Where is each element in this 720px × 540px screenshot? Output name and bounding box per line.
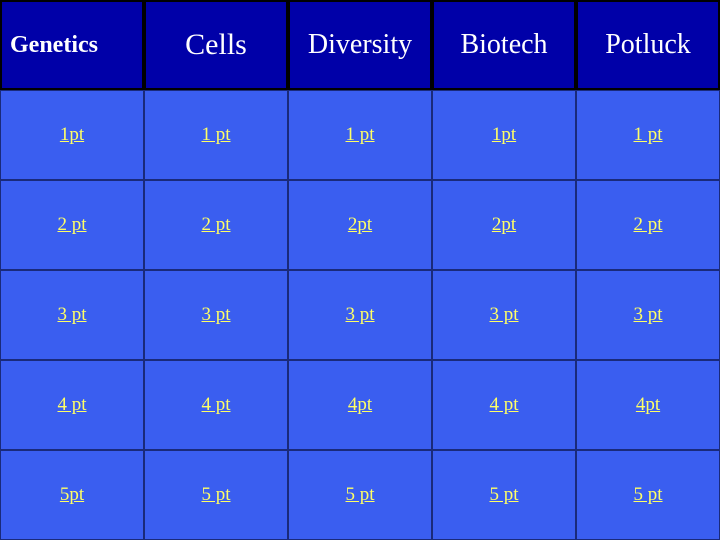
point-link[interactable]: 2 pt [57,214,87,235]
point-link[interactable]: 1pt [59,124,85,145]
category-label: Potluck [605,29,691,60]
category-diversity: Diversity [288,0,432,90]
category-biotech: Biotech [432,0,576,90]
cell-genetics-4: 4 pt [0,360,144,450]
point-link[interactable]: 1 pt [201,124,231,145]
cell-genetics-5: 5pt [0,450,144,540]
cell-diversity-4: 4pt [288,360,432,450]
point-link[interactable]: 1pt [491,124,517,145]
point-link[interactable]: 3 pt [489,304,519,325]
point-link[interactable]: 4 pt [57,394,87,415]
point-link[interactable]: 3 pt [633,304,663,325]
cell-potluck-1: 1 pt [576,90,720,180]
cell-potluck-3: 3 pt [576,270,720,360]
cell-biotech-1: 1pt [432,90,576,180]
point-link[interactable]: 5 pt [489,484,519,505]
point-link[interactable]: 1 pt [633,124,663,145]
cell-biotech-5: 5 pt [432,450,576,540]
point-link[interactable]: 4 pt [201,394,231,415]
cell-diversity-1: 1 pt [288,90,432,180]
cell-genetics-2: 2 pt [0,180,144,270]
point-link[interactable]: 5 pt [345,484,375,505]
cell-biotech-3: 3 pt [432,270,576,360]
cell-cells-2: 2 pt [144,180,288,270]
category-label: Biotech [460,29,548,60]
point-link[interactable]: 5pt [59,484,85,505]
point-link[interactable]: 2 pt [201,214,231,235]
category-label: Cells [185,28,247,61]
point-link[interactable]: 4pt [635,394,661,415]
category-genetics: Genetics [0,0,144,90]
point-link[interactable]: 2pt [347,214,373,235]
category-potluck: Potluck [576,0,720,90]
point-link[interactable]: 3 pt [57,304,87,325]
cell-cells-5: 5 pt [144,450,288,540]
cell-genetics-1: 1pt [0,90,144,180]
point-link[interactable]: 5 pt [201,484,231,505]
point-link[interactable]: 4 pt [489,394,519,415]
cell-diversity-2: 2pt [288,180,432,270]
category-label: Genetics [10,31,98,58]
point-link[interactable]: 5 pt [633,484,663,505]
category-cells: Cells [144,0,288,90]
category-label: Diversity [307,29,413,60]
cell-potluck-4: 4pt [576,360,720,450]
cell-cells-1: 1 pt [144,90,288,180]
cell-potluck-2: 2 pt [576,180,720,270]
cell-biotech-2: 2pt [432,180,576,270]
cell-cells-4: 4 pt [144,360,288,450]
point-link[interactable]: 2pt [491,214,517,235]
cell-genetics-3: 3 pt [0,270,144,360]
cell-potluck-5: 5 pt [576,450,720,540]
cell-diversity-5: 5 pt [288,450,432,540]
point-link[interactable]: 1 pt [345,124,375,145]
point-link[interactable]: 3 pt [345,304,375,325]
point-link[interactable]: 3 pt [201,304,231,325]
cell-diversity-3: 3 pt [288,270,432,360]
point-link[interactable]: 2 pt [633,214,663,235]
point-link[interactable]: 4pt [347,394,373,415]
cell-biotech-4: 4 pt [432,360,576,450]
cell-cells-3: 3 pt [144,270,288,360]
